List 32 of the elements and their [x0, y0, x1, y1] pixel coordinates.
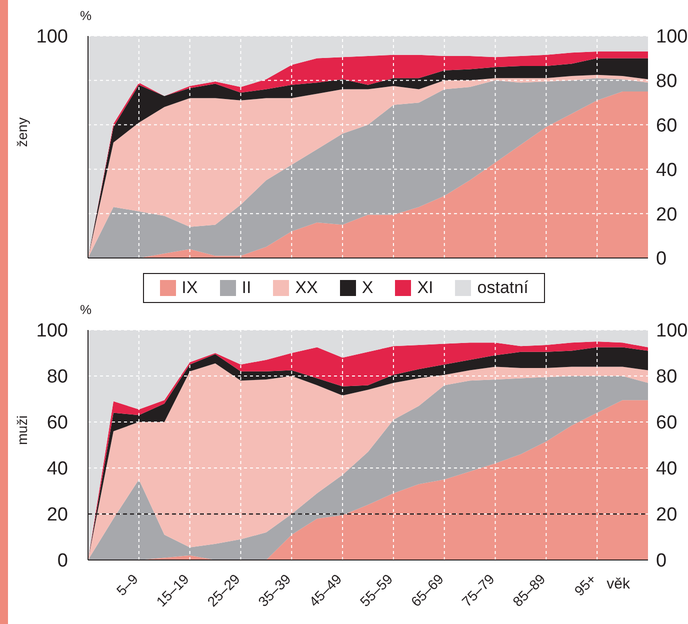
y-tick-label: 0	[57, 550, 68, 572]
y2-tick-label: 20	[656, 204, 678, 226]
y-axis-title: ženy	[14, 117, 30, 147]
y2-tick-label: 60	[656, 412, 678, 434]
y2-tick-label: 100	[656, 26, 688, 48]
text: %	[80, 302, 92, 317]
y-tick-label: 20	[46, 504, 68, 526]
y2-tick-label: 100	[656, 320, 688, 342]
y2-tick-label: 60	[656, 116, 678, 137]
legend-label: XX	[295, 278, 318, 298]
y-tick-label: 100	[36, 320, 68, 342]
y2-tick-label: 0	[656, 550, 667, 572]
legend-label: II	[242, 278, 252, 298]
y2-tick-label: 20	[656, 504, 678, 526]
text: %	[80, 8, 92, 23]
y-tick-label: 100	[36, 26, 68, 48]
legend-label: ostatní	[477, 278, 528, 298]
y-tick-label: 60	[46, 412, 68, 434]
legend-label: X	[362, 278, 374, 298]
x-tick-label: 5–9	[113, 570, 142, 599]
x-tick-label: 95+	[571, 570, 600, 599]
y2-tick-label: 0	[656, 248, 667, 270]
x-axis-title: věk	[606, 576, 630, 593]
y2-tick-label: 80	[656, 366, 678, 388]
legend-label: XI	[417, 278, 434, 298]
y-tick-label: 40	[46, 458, 68, 480]
y2-tick-label: 40	[656, 160, 678, 181]
y-tick-label: 80	[46, 366, 68, 388]
y-axis-title: muži	[14, 415, 30, 445]
y2-tick-label: 80	[656, 71, 678, 92]
y2-tick-label: 40	[656, 458, 678, 480]
legend-label: IX	[182, 278, 198, 298]
